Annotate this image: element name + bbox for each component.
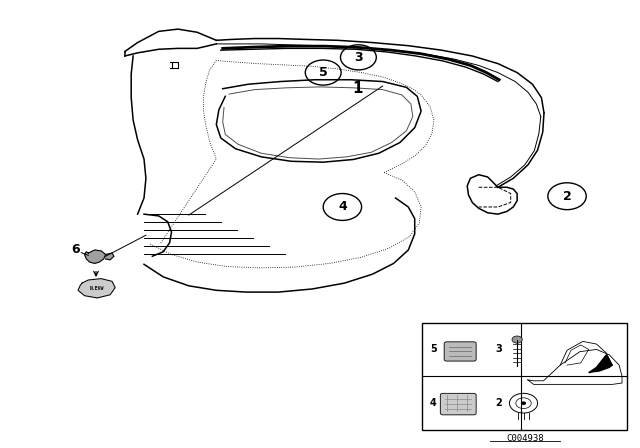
FancyBboxPatch shape bbox=[444, 342, 476, 361]
Polygon shape bbox=[84, 250, 106, 263]
Text: 1: 1 bbox=[352, 81, 362, 96]
Text: 3: 3 bbox=[495, 345, 502, 354]
Text: C004938: C004938 bbox=[506, 434, 543, 443]
Polygon shape bbox=[78, 279, 115, 298]
Text: 3: 3 bbox=[354, 51, 363, 64]
Text: 6: 6 bbox=[71, 243, 80, 257]
Text: 4: 4 bbox=[430, 398, 437, 408]
Text: 4: 4 bbox=[338, 200, 347, 214]
Circle shape bbox=[521, 401, 526, 405]
Bar bbox=[422, 323, 627, 430]
Text: 5: 5 bbox=[430, 345, 437, 354]
Polygon shape bbox=[589, 355, 612, 373]
Text: 2: 2 bbox=[495, 398, 502, 408]
Text: 2: 2 bbox=[563, 190, 572, 203]
Circle shape bbox=[512, 336, 522, 343]
Text: 5: 5 bbox=[319, 66, 328, 79]
FancyBboxPatch shape bbox=[440, 393, 476, 415]
Polygon shape bbox=[106, 253, 114, 260]
Text: N.EVW: N.EVW bbox=[90, 285, 104, 291]
